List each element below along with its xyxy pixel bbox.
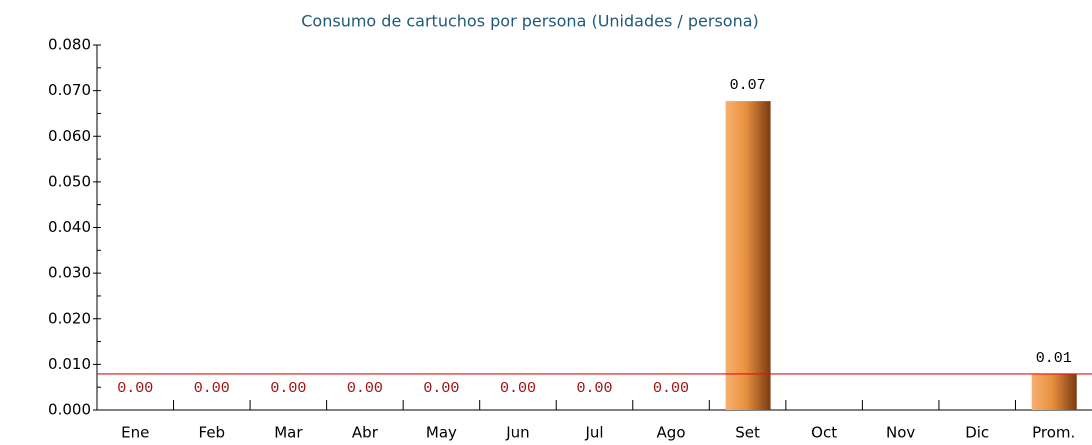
bar	[1031, 373, 1077, 410]
value-label: 0.00	[653, 380, 689, 397]
x-tick-label: Nov	[886, 424, 915, 442]
x-tick-label: Prom.	[1032, 424, 1075, 442]
x-tick-label: Oct	[811, 424, 837, 442]
y-tick-label: 0.050	[48, 172, 91, 190]
x-tick-label: Ago	[657, 424, 686, 442]
value-label: 0.00	[270, 380, 306, 397]
y-tick-label: 0.030	[48, 264, 91, 282]
x-tick-label: Mar	[274, 424, 303, 442]
x-tick-label: Dic	[965, 424, 989, 442]
x-tick-label: Abr	[352, 424, 379, 442]
y-tick-label: 0.060	[48, 127, 91, 145]
value-label: 0.07	[730, 77, 766, 94]
value-label: 0.00	[576, 380, 612, 397]
x-tick-label: Feb	[199, 424, 226, 442]
x-tick-label: Jun	[505, 424, 529, 442]
x-tick-label: Ene	[121, 424, 149, 442]
y-tick-label: 0.000	[48, 401, 91, 419]
y-tick-label: 0.020	[48, 309, 91, 327]
y-tick-label: 0.040	[48, 218, 91, 236]
value-label: 0.00	[347, 380, 383, 397]
bar	[725, 101, 771, 411]
value-label: 0.00	[117, 380, 153, 397]
value-label: 0.00	[423, 380, 459, 397]
x-tick-label: Set	[735, 424, 760, 442]
y-tick-label: 0.070	[48, 81, 91, 99]
chart-title: Consumo de cartuchos por persona (Unidad…	[301, 12, 759, 31]
value-label: 0.00	[500, 380, 536, 397]
y-tick-label: 0.080	[48, 36, 91, 54]
x-tick-label: Jul	[584, 424, 603, 442]
value-label: 0.00	[194, 380, 230, 397]
y-tick-label: 0.010	[48, 355, 91, 373]
value-label: 0.01	[1036, 350, 1072, 367]
x-tick-label: May	[426, 424, 457, 442]
